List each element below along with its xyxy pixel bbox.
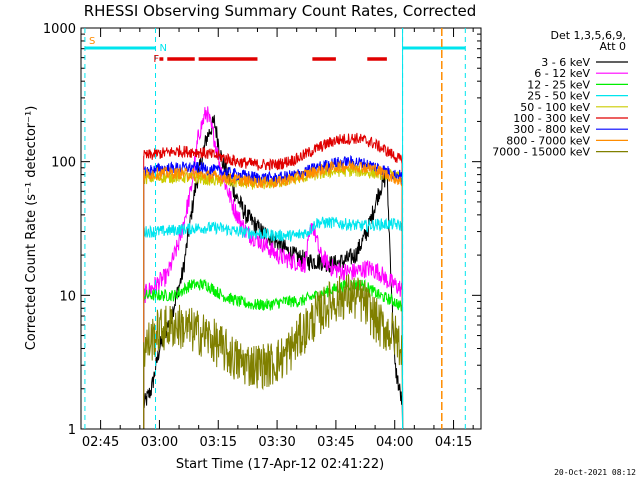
series-line-6 [143,155,404,430]
legend-label-1: 6 - 12 keV [534,67,590,80]
legend-label-8: 7000 - 15000 keV [492,146,590,159]
x-tick-label-0: 02:45 [82,435,119,450]
flag-f-label: F [153,54,159,65]
x-tick-label-5: 04:00 [376,435,413,450]
x-tick-label-4: 03:45 [317,435,354,450]
x-tick-label-6: 04:15 [435,435,472,450]
chart-title: RHESSI Observing Summary Count Rates, Co… [84,2,477,20]
x-axis: 02:45 03:00 03:15 03:30 03:45 04:00 04:15 [80,28,474,450]
generation-timestamp: 20-Oct-2021 08:12 [554,468,636,477]
flag-n-label: N [160,43,167,54]
legend-label-2: 12 - 25 keV [527,78,590,91]
plot-frame [80,27,482,430]
x-tick-label-3: 03:30 [258,435,295,450]
series-line-2 [143,278,404,430]
legend-label-5: 100 - 300 keV [513,112,590,125]
y-axis-label: Corrected Count Rate (s⁻¹ detector⁻¹) [24,106,39,351]
series-line-7 [143,160,404,430]
legend-label-4: 50 - 100 keV [520,101,590,114]
legend-label-6: 300 - 800 keV [513,123,590,136]
legend-title-line-1: Det 1,3,5,6,9, [550,29,626,42]
series-line-1 [143,106,404,430]
flag-s-label: S [89,36,95,47]
x-tick-label-2: 03:15 [200,435,237,450]
y-tick-label-2: 100 [51,156,76,171]
y-tick-label-0: 1 [68,423,76,438]
y-axis: 1 10 100 1000 [43,22,481,438]
legend-title-line-2: Att 0 [600,40,626,53]
series-line-3 [143,216,404,430]
y-tick-label-1: 10 [59,289,76,304]
legend-label-7: 800 - 7000 keV [506,134,590,147]
legend-label-0: 3 - 6 keV [541,56,590,69]
y-tick-label-3: 1000 [43,22,76,37]
series-line-8 [143,274,404,430]
legend-label-3: 25 - 50 keV [527,90,590,103]
series-line-5 [143,132,404,430]
x-tick-label-1: 03:00 [141,435,178,450]
x-axis-label: Start Time (17-Apr-12 02:41:22) [176,457,384,472]
